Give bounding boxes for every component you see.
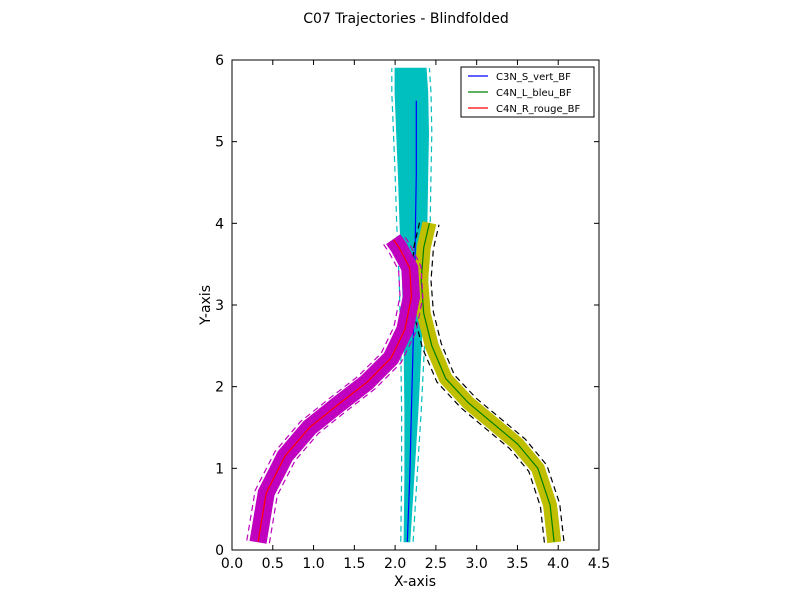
y-tick-label: 1 (215, 461, 224, 477)
x-tick-label: 4.5 (588, 556, 610, 572)
legend-label: C4N_L_bleu_BF (496, 88, 572, 99)
bound-line-right-C4N_R_rouge_BF (268, 234, 424, 544)
x-tick-label: 1.5 (343, 556, 365, 572)
y-tick-label: 3 (215, 298, 224, 314)
chart-title: C07 Trajectories - Blindfolded (303, 11, 509, 27)
y-axis-label: Y-axis (198, 285, 214, 326)
series-C4N_R_rouge_BF (246, 234, 424, 544)
bound-line-right-C4N_L_bleu_BF (430, 224, 565, 542)
x-tick-label: 0.0 (221, 556, 243, 572)
confidence-band-C4N_L_bleu_BF (414, 221, 562, 544)
confidence-band-C4N_R_rouge_BF (249, 234, 421, 544)
x-tick-label: 2.5 (425, 556, 447, 572)
axis-ticks: 0.0 0.5 1.0 1.5 2.0 2.5 3.0 3.5 4.0 4.5 0 1 2 3 4 5 6 (215, 53, 610, 572)
x-axis-label: X-axis (394, 574, 436, 590)
legend: C3N_S_vert_BF C4N_L_bleu_BF C4N_R_rouge_BF (460, 66, 595, 118)
y-tick-label: 4 (215, 216, 224, 232)
x-tick-label: 3.5 (506, 556, 528, 572)
y-tick-label: 6 (215, 53, 224, 69)
x-tick-label: 4.0 (547, 556, 569, 572)
x-tick-label: 2.0 (384, 556, 406, 572)
x-tick-label: 1.0 (302, 556, 324, 572)
legend-label: C3N_S_vert_BF (496, 72, 571, 83)
bound-line-left-C4N_L_bleu_BF (410, 221, 545, 543)
series-C4N_L_bleu_BF (410, 221, 565, 544)
y-tick-label: 0 (215, 543, 224, 559)
y-tick-label: 2 (215, 380, 224, 396)
mean-line-C4N_R_rouge_BF (257, 239, 413, 542)
y-tick-label: 5 (215, 135, 224, 151)
x-tick-label: 3.0 (466, 556, 488, 572)
legend-label: C4N_R_rouge_BF (496, 104, 580, 115)
x-tick-label: 0.5 (262, 556, 284, 572)
bound-line-left-C4N_R_rouge_BF (246, 243, 401, 541)
plot-area (246, 67, 565, 544)
